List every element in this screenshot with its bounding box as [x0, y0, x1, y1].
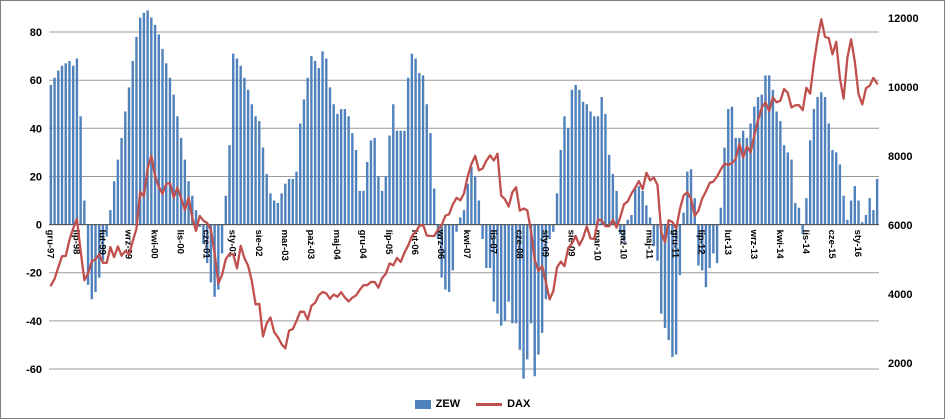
svg-text:sie-02: sie-02 — [253, 230, 264, 257]
svg-text:wrz-13: wrz-13 — [748, 229, 759, 260]
svg-text:lip-98: lip-98 — [70, 230, 81, 255]
svg-text:cze-08: cze-08 — [513, 230, 524, 259]
svg-text:gru-11: gru-11 — [670, 230, 681, 259]
svg-text:lip-05: lip-05 — [383, 230, 394, 256]
svg-text:20: 20 — [30, 172, 42, 184]
svg-text:kwi-07: kwi-07 — [461, 230, 472, 259]
svg-text:lis-07: lis-07 — [487, 230, 498, 254]
svg-text:8000: 8000 — [888, 151, 912, 163]
svg-text:paź-10: paź-10 — [618, 230, 629, 260]
svg-text:lut-13: lut-13 — [722, 230, 733, 255]
svg-text:sty-16: sty-16 — [852, 230, 863, 257]
svg-text:60: 60 — [30, 75, 42, 87]
svg-text:maj-04: maj-04 — [331, 230, 342, 261]
svg-text:lis-14: lis-14 — [800, 230, 811, 255]
svg-text:0: 0 — [36, 220, 42, 232]
legend-item-zew: ZEW — [414, 398, 461, 410]
svg-text:maj-11: maj-11 — [644, 230, 655, 260]
zew-bar-swatch-icon — [414, 399, 431, 409]
svg-text:cze-01: cze-01 — [201, 230, 212, 260]
svg-text:sty-02: sty-02 — [227, 230, 238, 257]
svg-text:gru-97: gru-97 — [44, 230, 55, 259]
zew-legend-label: ZEW — [435, 398, 461, 410]
svg-text:wrz-99: wrz-99 — [123, 229, 134, 260]
dax-line-swatch-icon — [476, 402, 503, 406]
svg-text:mar-10: mar-10 — [592, 230, 603, 261]
svg-text:sty-09: sty-09 — [539, 230, 550, 257]
dax-legend-label: DAX — [507, 398, 531, 410]
svg-text:2000: 2000 — [888, 358, 912, 370]
svg-text:lip-12: lip-12 — [696, 230, 707, 255]
svg-text:12000: 12000 — [888, 13, 919, 25]
svg-text:80: 80 — [30, 27, 42, 39]
svg-text:cze-15: cze-15 — [826, 230, 837, 260]
svg-text:paź-03: paź-03 — [305, 230, 316, 260]
legend: ZEW DAX — [1, 398, 944, 410]
svg-text:wrz-06: wrz-06 — [435, 229, 446, 260]
svg-text:4000: 4000 — [888, 289, 912, 301]
svg-text:mar-03: mar-03 — [279, 230, 290, 261]
svg-text:kwi-14: kwi-14 — [774, 230, 785, 260]
legend-item-dax: DAX — [476, 398, 530, 410]
svg-text:lut-06: lut-06 — [409, 230, 420, 255]
svg-text:kwi-00: kwi-00 — [149, 230, 160, 259]
svg-text:lut-99: lut-99 — [97, 230, 108, 255]
svg-text:40: 40 — [30, 123, 42, 135]
svg-text:gru-04: gru-04 — [357, 230, 368, 260]
svg-text:lis-00: lis-00 — [175, 230, 186, 254]
svg-text:10000: 10000 — [888, 82, 919, 94]
svg-text:-40: -40 — [26, 316, 42, 328]
svg-text:-20: -20 — [26, 268, 42, 280]
svg-text:-60: -60 — [26, 364, 42, 376]
svg-text:6000: 6000 — [888, 220, 912, 232]
